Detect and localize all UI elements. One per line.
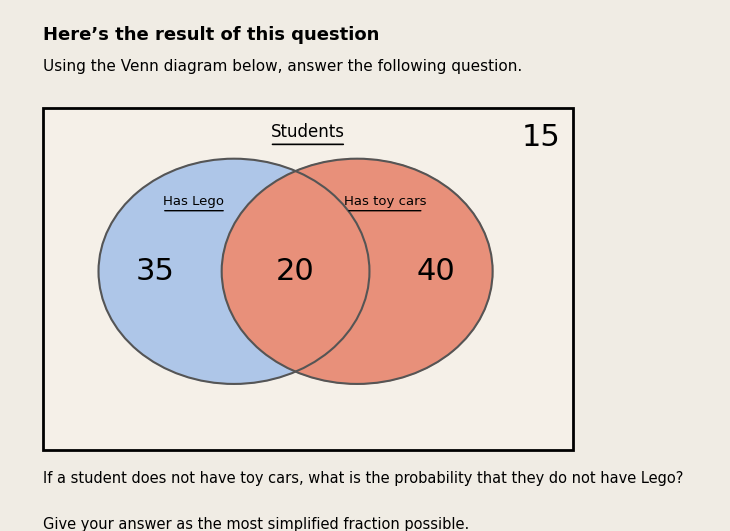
Text: Give your answer as the most simplified fraction possible.: Give your answer as the most simplified …	[43, 517, 469, 531]
Text: Has Lego: Has Lego	[164, 195, 224, 208]
Text: Using the Venn diagram below, answer the following question.: Using the Venn diagram below, answer the…	[43, 59, 523, 74]
Text: Here’s the result of this question: Here’s the result of this question	[43, 25, 380, 44]
Text: Students: Students	[271, 123, 345, 141]
Circle shape	[222, 159, 493, 384]
Text: Has toy cars: Has toy cars	[344, 195, 426, 208]
Text: 40: 40	[416, 257, 455, 286]
Text: 35: 35	[136, 257, 175, 286]
FancyBboxPatch shape	[43, 107, 572, 450]
Text: If a student does not have toy cars, what is the probability that they do not ha: If a student does not have toy cars, wha…	[43, 471, 683, 486]
Circle shape	[99, 159, 369, 384]
Text: 20: 20	[276, 257, 315, 286]
Text: 15: 15	[522, 123, 561, 152]
